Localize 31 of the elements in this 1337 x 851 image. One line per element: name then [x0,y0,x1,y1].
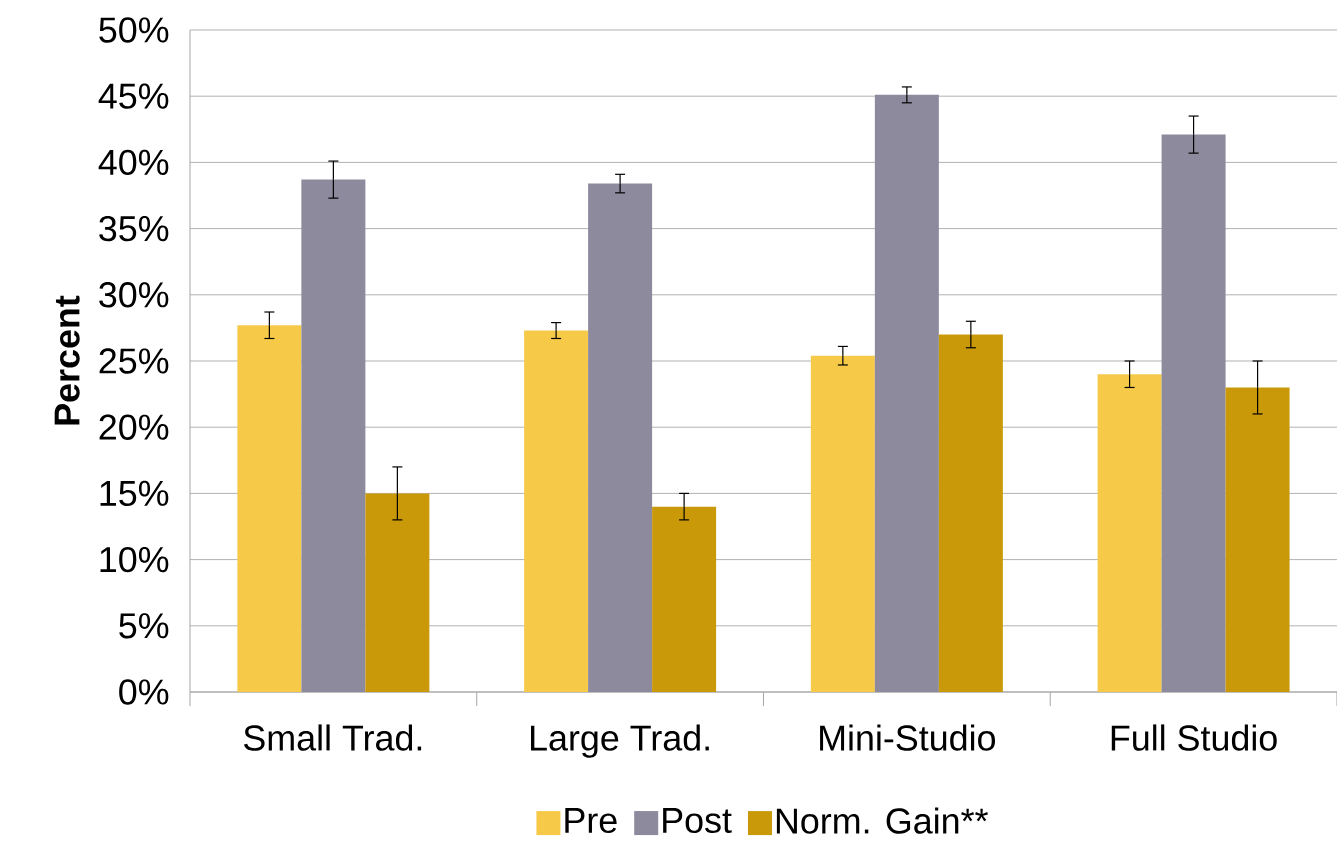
bar [588,183,653,692]
legend-label: Norm. Gain** [776,807,988,834]
bar [524,330,589,692]
x-tick-label: Mini-Studio [820,724,996,751]
y-tick-label: 0% [119,679,169,705]
legend-label: Pre [565,808,617,834]
bar [938,334,1003,692]
x-tick-label: Small Trad. [243,724,422,751]
bar [237,325,302,692]
bar [810,355,875,692]
bar [1161,134,1226,692]
y-tick-label: 30% [99,282,169,308]
y-tick-label: 40% [98,149,169,176]
y-tick-label: 5% [119,613,169,639]
y-tick-label: 15% [100,480,169,507]
x-tick-label: Large Trad. [531,724,709,758]
bar [874,94,939,692]
y-tick-label: 35% [99,215,169,242]
bar [365,493,430,692]
y-tick-label: 10% [100,546,169,573]
y-tick-label: 50% [99,17,169,43]
y-tick-label: 20% [99,414,169,440]
bar [1225,387,1290,692]
bar [652,506,717,692]
x-tick-label: Full Studio [1111,724,1277,751]
y-tick-label: 45% [98,83,169,109]
legend-label: Post [663,808,732,834]
bar [1097,374,1162,692]
y-tick-label: 25% [99,348,169,374]
bar [301,179,366,692]
y-axis-title: Percent [54,295,80,425]
